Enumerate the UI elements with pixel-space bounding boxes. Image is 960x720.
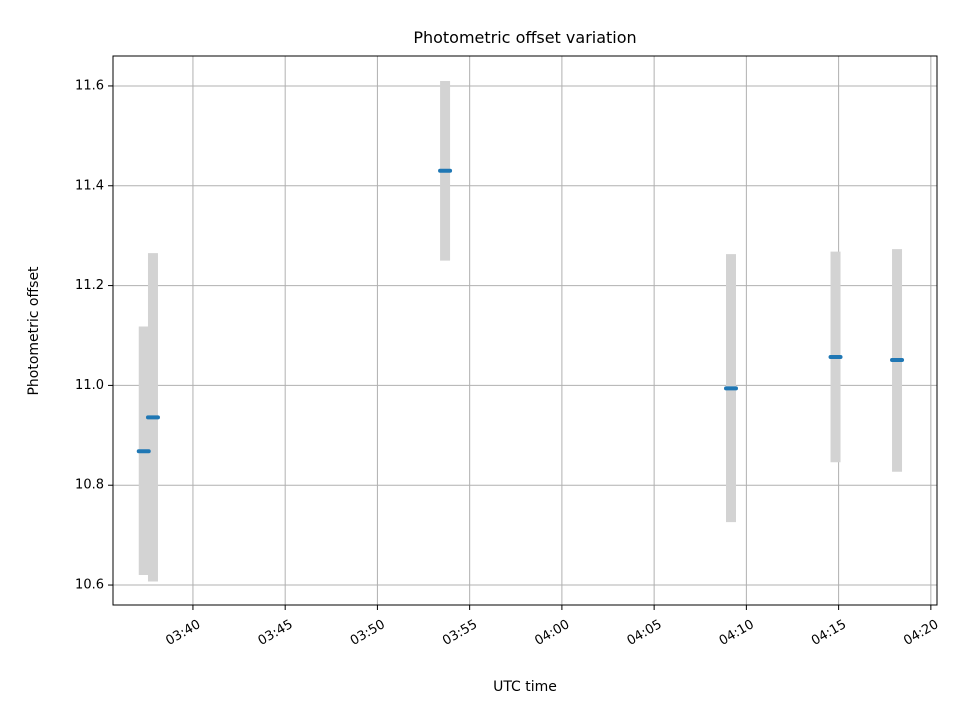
y-tick-label: 10.6 <box>75 578 104 593</box>
grid-lines <box>113 56 937 605</box>
plot-frame <box>112 55 938 606</box>
x-axis-label: UTC time <box>493 679 557 695</box>
y-axis-label: Photometric offset <box>26 266 42 396</box>
y-tick-label: 11.6 <box>75 78 104 93</box>
chart-title: Photometric offset variation <box>413 28 636 47</box>
y-tick-label: 10.8 <box>75 478 104 493</box>
y-tick-label: 11.2 <box>75 278 104 293</box>
y-tick-label: 11.0 <box>75 378 104 393</box>
y-axis-ticks: 10.6 10.8 11.0 11.2 11.4 11.6 <box>75 78 113 593</box>
y-tick-label: 11.4 <box>75 178 104 193</box>
data-points <box>136 168 905 454</box>
